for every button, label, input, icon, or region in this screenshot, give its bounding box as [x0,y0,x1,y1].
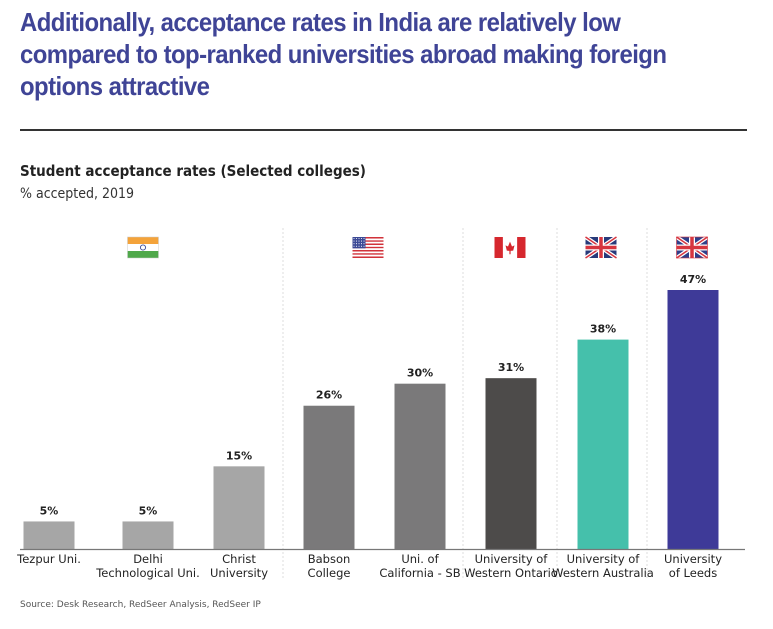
data-label: 15% [226,449,252,462]
chart-title: Student acceptance rates (Selected colle… [20,162,366,180]
x-tick-label: University [664,552,722,566]
chart-subtitle: % accepted, 2019 [20,186,135,202]
usa-flag-icon [352,237,384,258]
bar [122,521,174,549]
x-tick-label: University of [475,552,549,566]
x-tick-label: University of [567,552,641,566]
x-tick-label: University [210,566,268,580]
bar [213,466,265,549]
x-tick-label: Babson [308,552,351,566]
india-flag-icon [127,236,159,259]
x-tick-label: Tezpur Uni. [16,552,81,566]
data-label: 38% [590,323,616,336]
bar [394,383,446,549]
bar [303,405,355,549]
data-label: 47% [680,273,706,286]
bar [485,378,537,549]
bar [667,290,719,549]
x-tick-label: Western Australia [552,566,654,580]
x-tick-label: Uni. of [401,552,439,566]
title-divider [20,129,747,131]
uk-flag-icon [675,235,709,260]
bar [577,339,629,549]
x-tick-label: College [308,566,351,580]
x-tick-label: Delhi [133,552,163,566]
source-note: Source: Desk Research, RedSeer Analysis,… [20,600,261,610]
x-tick-label: Technological Uni. [95,566,200,580]
x-tick-label: Christ [222,552,256,566]
x-tick-label: California - SB [379,566,460,580]
canada-flag-icon [494,237,526,258]
data-label: 5% [40,504,59,517]
australia-flag-icon [584,235,618,260]
x-tick-label: of Leeds [669,566,717,580]
page-title: Additionally, acceptance rates in India … [20,7,667,101]
data-label: 26% [316,389,342,402]
bar [23,521,75,549]
data-label: 31% [498,361,524,374]
x-tick-label: Western Ontario [464,566,558,580]
data-label: 30% [407,367,433,380]
data-label: 5% [139,504,158,517]
